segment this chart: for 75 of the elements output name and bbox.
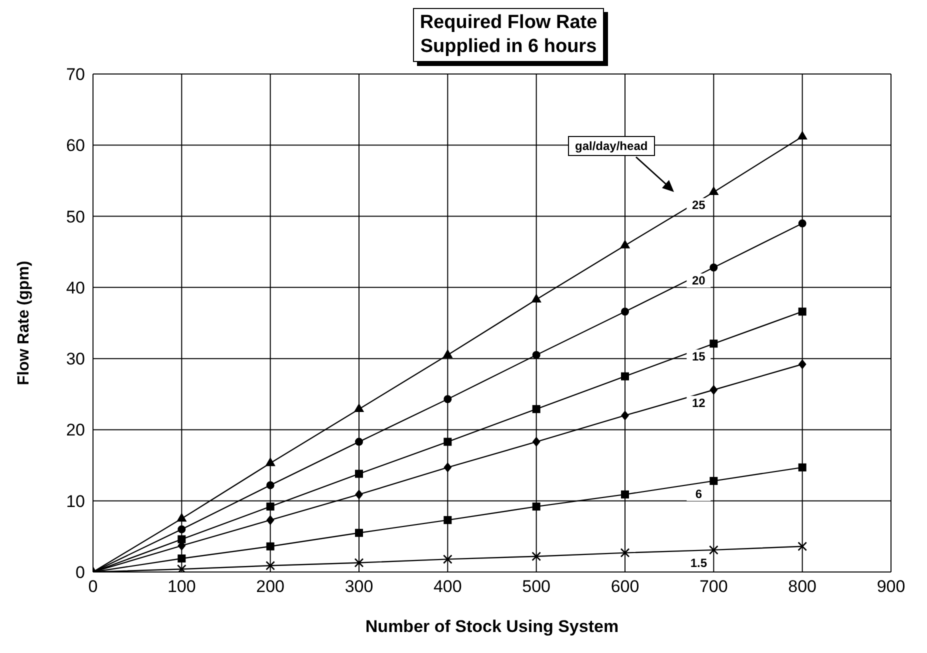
point <box>355 528 363 537</box>
x-tick-label: 900 <box>876 577 906 596</box>
point <box>621 410 629 420</box>
y-tick-label: 20 <box>66 420 85 440</box>
point <box>797 130 808 140</box>
x-tick-label: 300 <box>344 577 374 596</box>
point <box>444 395 452 404</box>
x-tick-label: 800 <box>788 577 817 596</box>
point <box>178 535 186 544</box>
point <box>442 554 452 564</box>
x-tick-label: 0 <box>88 577 98 596</box>
point <box>266 481 274 490</box>
point <box>710 476 718 485</box>
chart-title: Required Flow Rate Supplied in 6 hours <box>420 11 598 59</box>
series-label: 15 <box>692 350 706 364</box>
point <box>531 294 542 302</box>
y-tick-label: 30 <box>66 350 85 369</box>
y-tick-label: 70 <box>66 65 85 84</box>
point <box>532 552 542 562</box>
point <box>442 349 453 358</box>
series-label: 20 <box>692 274 706 288</box>
series-label: 25 <box>692 198 706 212</box>
point <box>355 438 363 446</box>
point <box>266 560 276 570</box>
point <box>176 512 187 522</box>
point <box>708 186 719 196</box>
point <box>710 384 718 395</box>
point <box>266 542 274 550</box>
x-tick-label: 200 <box>256 577 285 596</box>
x-axis-title: Number of Stock Using System <box>365 617 619 636</box>
y-axis-title: Flow Rate (gpm) <box>16 260 33 386</box>
point <box>178 554 186 562</box>
y-tick-label: 40 <box>66 278 85 298</box>
point <box>798 359 806 370</box>
point <box>532 436 540 447</box>
x-tick-label: 100 <box>167 577 196 596</box>
y-tick-label: 10 <box>66 492 85 511</box>
point <box>798 308 806 316</box>
point <box>355 470 363 478</box>
point <box>444 462 452 472</box>
point <box>176 564 186 572</box>
series-label: 12 <box>692 396 706 410</box>
point <box>798 219 806 228</box>
x-tick-label: 500 <box>522 577 551 596</box>
point <box>620 240 630 248</box>
point <box>266 515 274 526</box>
point <box>708 545 718 555</box>
series-label: 1.5 <box>690 556 708 570</box>
point <box>354 403 364 412</box>
y-tick-label: 60 <box>66 136 85 156</box>
point <box>444 438 452 446</box>
point <box>620 548 630 558</box>
point <box>798 542 808 552</box>
annotation: gal/day/head <box>568 136 655 156</box>
point <box>532 351 540 360</box>
x-tick-label: 400 <box>433 577 462 596</box>
point <box>621 308 629 316</box>
point <box>266 502 274 511</box>
y-tick-label: 50 <box>66 207 85 226</box>
y-tick-label: 0 <box>76 563 85 582</box>
point <box>621 490 629 498</box>
series-label: 6 <box>695 486 702 501</box>
point <box>532 502 540 511</box>
x-tick-label: 700 <box>699 577 728 596</box>
point <box>710 340 718 348</box>
point <box>621 372 629 380</box>
point <box>178 525 186 534</box>
point <box>444 516 452 524</box>
point <box>265 457 276 466</box>
point <box>710 264 718 272</box>
point <box>532 405 540 414</box>
point <box>354 558 364 568</box>
point <box>355 489 363 500</box>
x-tick-label: 600 <box>610 577 640 596</box>
point <box>798 463 806 472</box>
